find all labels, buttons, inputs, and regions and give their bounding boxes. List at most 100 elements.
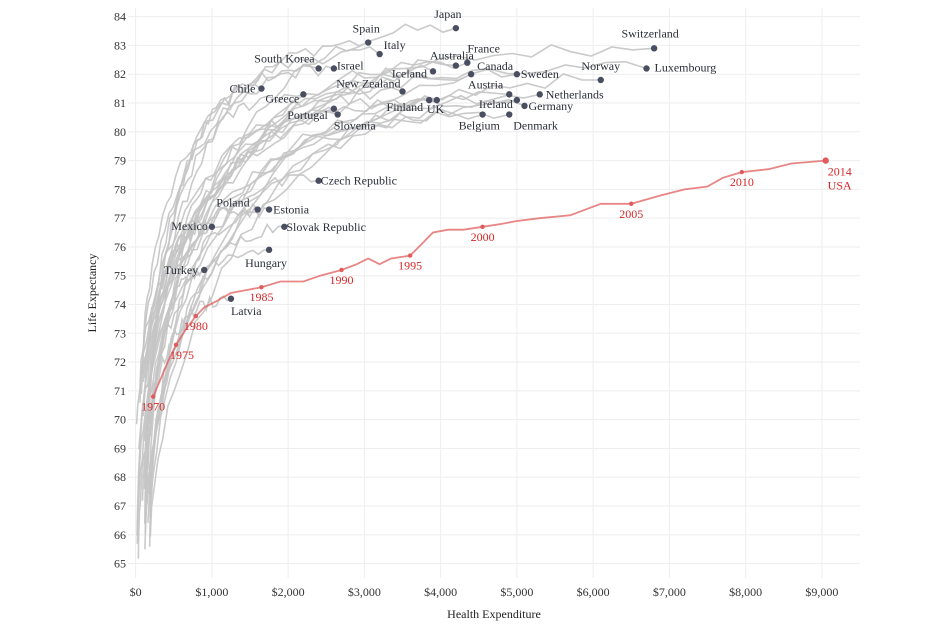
country-label: Germany (529, 99, 574, 113)
x-tick-label: $6,000 (577, 585, 610, 599)
x-tick-label: $0 (130, 585, 142, 599)
country-label: Poland (216, 196, 249, 210)
x-tick-label: $4,000 (424, 585, 457, 599)
country-line (137, 86, 403, 489)
usa-series-label: USA (828, 179, 852, 193)
country-label: Netherlands (546, 87, 604, 101)
country-label: Australia (430, 49, 475, 63)
country-label: Hungary (245, 256, 287, 270)
country-line (146, 98, 525, 504)
country-dot (452, 24, 460, 32)
country-label: Mexico (171, 219, 208, 233)
y-tick-label: 75 (114, 269, 126, 283)
country-label: Japan (434, 7, 461, 21)
country-dot (334, 111, 341, 118)
country-label: Norway (581, 59, 620, 73)
country-line (144, 222, 285, 550)
country-dot (521, 102, 528, 110)
country-dot (227, 295, 235, 302)
country-dot (425, 96, 433, 104)
usa-year-label: 2000 (471, 230, 495, 244)
country-label: Greece (265, 91, 299, 105)
usa-year-dot (193, 313, 199, 319)
country-line (137, 249, 270, 559)
usa-line-group (152, 159, 826, 397)
country-dot (258, 85, 265, 92)
country-dot (300, 91, 307, 98)
country-dot (208, 223, 216, 230)
x-axis-ticks: $0 $1,000 $2,000 $3,000 $4,000 $5,000 $6,000 $7… (130, 585, 839, 599)
country-dot (643, 65, 650, 72)
usa-year-dot (739, 169, 745, 175)
usa-year-label: 1975 (170, 348, 194, 362)
grid-lines (128, 8, 860, 578)
country-dot (506, 111, 513, 118)
usa-year-label: 1995 (398, 259, 422, 273)
y-tick-label: 76 (114, 240, 126, 254)
usa-year-label: 1980 (184, 319, 208, 333)
country-line (148, 97, 518, 505)
x-tick-label: $8,000 (729, 585, 762, 599)
country-dot (315, 65, 322, 72)
country-dot (399, 88, 406, 95)
usa-year-dot (407, 253, 413, 258)
country-label: South Korea (254, 51, 315, 65)
country-dot (513, 71, 521, 78)
country-dot (330, 65, 338, 72)
y-tick-label: 67 (114, 499, 126, 513)
country-labels: Japan Spain Italy Switzerland South Korea Isr… (164, 7, 716, 318)
x-axis-label: Health Expenditure (447, 607, 541, 621)
country-line (142, 46, 381, 358)
usa-year-labels: 1970 1975 1980 1985 1990 1995 2000 2005 2010 2014… (141, 157, 852, 414)
country-label: UK (427, 102, 445, 116)
y-tick-label: 65 (114, 557, 126, 571)
country-label: France (467, 42, 500, 56)
country-dots (201, 24, 658, 302)
usa-line (152, 159, 826, 397)
country-label: Turkey (164, 263, 198, 277)
y-tick-label: 74 (114, 298, 126, 312)
country-line (140, 111, 510, 395)
country-dot (433, 96, 441, 104)
y-tick-label: 66 (114, 528, 126, 542)
country-line (144, 267, 205, 534)
usa-year-dot (822, 157, 829, 164)
country-lines (135, 23, 655, 559)
country-label: Ireland (479, 97, 513, 111)
x-tick-label: $5,000 (500, 585, 533, 599)
x-tick-label: $3,000 (348, 585, 381, 599)
country-label: Slovenia (334, 119, 377, 133)
y-tick-label: 72 (114, 355, 126, 369)
y-tick-label: 73 (114, 326, 126, 340)
country-label: Slovak Republic (286, 220, 366, 234)
country-dot (467, 71, 475, 78)
x-tick-label: $2,000 (272, 585, 305, 599)
country-line (136, 174, 319, 544)
country-dot (513, 96, 521, 104)
y-tick-label: 68 (114, 470, 126, 484)
country-label: Denmark (513, 119, 558, 133)
usa-year-dot (339, 267, 344, 273)
country-line (139, 202, 259, 403)
country-label: Chile (229, 82, 255, 96)
usa-year-label: 2005 (619, 207, 643, 221)
country-label: Iceland (392, 66, 427, 80)
y-tick-label: 82 (114, 67, 126, 81)
country-dot (364, 39, 372, 46)
usa-year-dot (150, 394, 156, 399)
country-dot (330, 105, 338, 112)
y-tick-label: 84 (114, 10, 126, 24)
y-tick-label: 77 (114, 211, 126, 225)
country-line (141, 294, 232, 501)
country-label: Luxembourg (655, 60, 717, 74)
country-dot (265, 206, 273, 213)
country-label: Belgium (459, 119, 501, 133)
country-label: Canada (477, 59, 514, 73)
y-tick-label: 81 (114, 96, 126, 110)
x-tick-label: $1,000 (195, 585, 228, 599)
x-tick-label: $9,000 (805, 585, 838, 599)
country-line (149, 93, 540, 517)
country-label: Austria (468, 77, 504, 91)
usa-year-dot (173, 342, 179, 348)
